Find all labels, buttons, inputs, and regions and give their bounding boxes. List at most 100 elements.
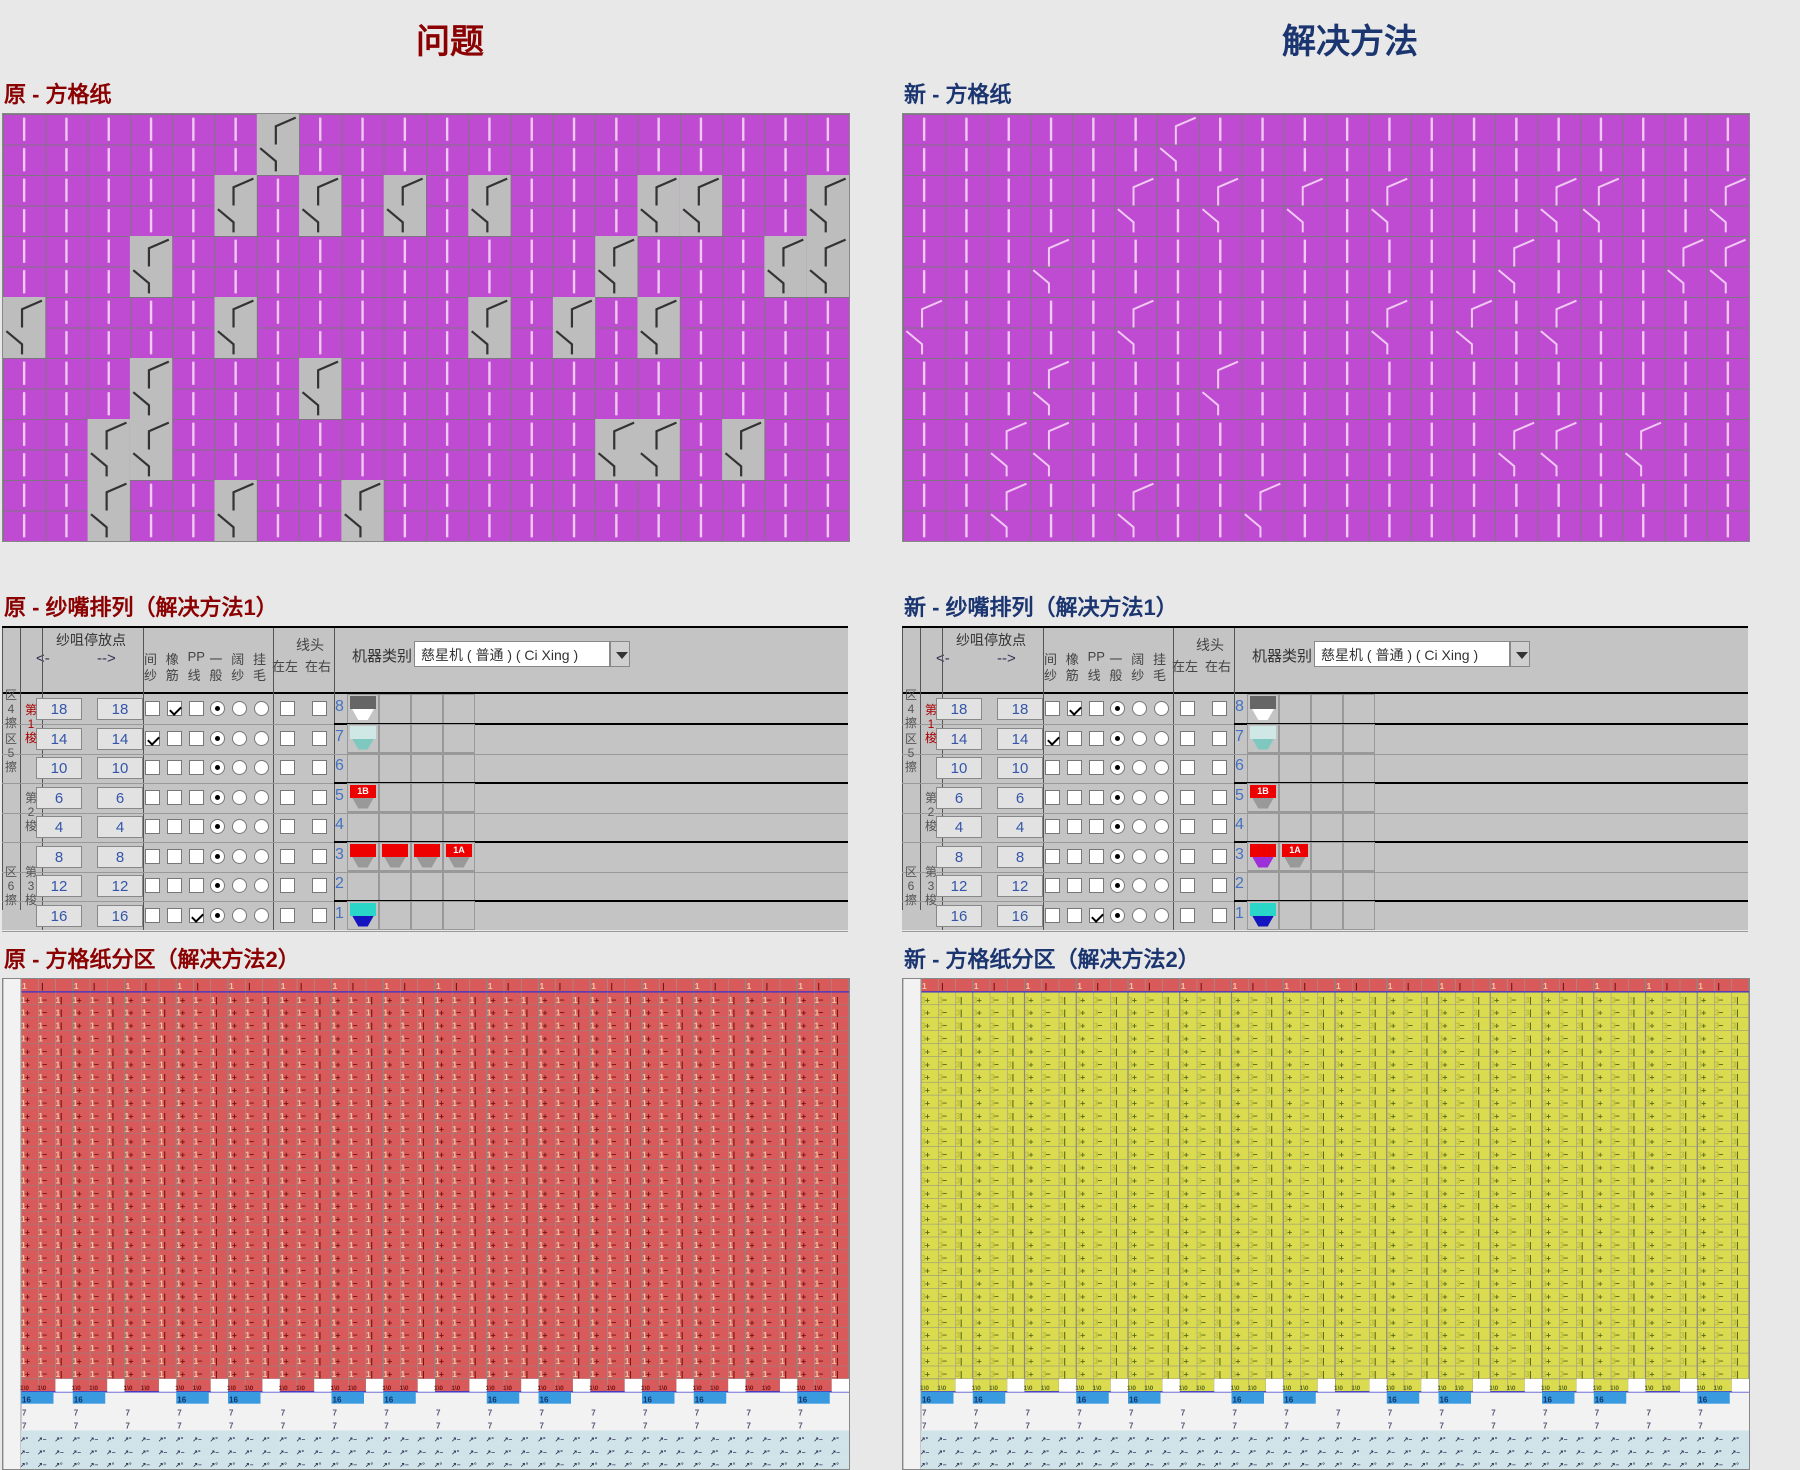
svg-text:+: + <box>925 1034 930 1044</box>
svg-text:−: − <box>94 1201 99 1211</box>
svg-text:+: + <box>698 1188 703 1198</box>
svg-text:1\0: 1\0 <box>175 1385 184 1392</box>
svg-text:−: − <box>767 1150 772 1160</box>
svg-text:|: | <box>112 1111 114 1121</box>
svg-text:1\0: 1\0 <box>538 1385 547 1392</box>
svg-text:|: | <box>1374 1059 1376 1069</box>
svg-text:|: | <box>267 1317 269 1327</box>
svg-text:|: | <box>164 1304 166 1314</box>
svg-text:+: + <box>129 1343 134 1353</box>
svg-text:−: − <box>146 1175 151 1185</box>
svg-text:−: − <box>1408 1072 1413 1082</box>
svg-text:|: | <box>215 1163 217 1173</box>
svg-text:−: − <box>1563 995 1568 1005</box>
svg-text:1\0: 1\0 <box>72 1385 81 1392</box>
svg-text:|: | <box>371 1150 373 1160</box>
svg-text:|: | <box>578 1369 580 1379</box>
svg-text:↗−: ↗− <box>676 1449 685 1456</box>
svg-text:−: − <box>819 1201 824 1211</box>
svg-text:↗°: ↗° <box>313 1435 321 1443</box>
svg-text:+: + <box>284 1369 289 1379</box>
svg-text:+: + <box>232 1356 237 1366</box>
svg-text:−: − <box>1667 1046 1672 1056</box>
svg-text:+: + <box>1339 1085 1344 1095</box>
svg-text:−: − <box>198 1137 203 1147</box>
svg-text:−: − <box>819 1330 824 1340</box>
svg-text:−: − <box>249 1317 254 1327</box>
svg-text:|: | <box>1167 1059 1169 1069</box>
svg-text:−: − <box>612 1124 617 1134</box>
svg-text:−: − <box>1719 1085 1724 1095</box>
svg-text:|: | <box>474 1266 476 1276</box>
svg-text:+: + <box>1029 1072 1034 1082</box>
svg-text:−: − <box>560 1124 565 1134</box>
svg-text:+: + <box>977 1137 982 1147</box>
svg-text:1\0: 1\0 <box>451 1385 460 1392</box>
svg-text:+: + <box>180 1292 185 1302</box>
svg-text:+: + <box>1184 1008 1189 1018</box>
svg-text:|: | <box>267 1240 269 1250</box>
svg-text:−: − <box>1253 1034 1258 1044</box>
svg-text:−: − <box>942 1072 947 1082</box>
svg-text:−: − <box>249 1330 254 1340</box>
svg-text:−: − <box>942 1059 947 1069</box>
svg-text:|: | <box>93 981 95 991</box>
svg-text:+: + <box>491 1369 496 1379</box>
svg-text:+: + <box>1701 1059 1706 1069</box>
svg-text:↗−: ↗− <box>296 1462 305 1469</box>
svg-text:−: − <box>715 1227 720 1237</box>
svg-text:|: | <box>836 1124 838 1134</box>
svg-text:+: + <box>801 1201 806 1211</box>
svg-text:|: | <box>1064 1034 1066 1044</box>
svg-text:|: | <box>733 1279 735 1289</box>
svg-text:|: | <box>629 1137 631 1147</box>
svg-text:+: + <box>439 1214 444 1224</box>
svg-text:+: + <box>801 1356 806 1366</box>
svg-text:+: + <box>77 995 82 1005</box>
svg-text:+: + <box>387 1008 392 1018</box>
svg-text:|: | <box>422 1201 424 1211</box>
svg-text:−: − <box>301 1059 306 1069</box>
svg-text:|: | <box>215 1292 217 1302</box>
svg-text:↗°: ↗° <box>72 1435 80 1443</box>
svg-text:+: + <box>491 1072 496 1082</box>
svg-text:−: − <box>560 1227 565 1237</box>
svg-text:|: | <box>578 1304 580 1314</box>
svg-text:|: | <box>1167 1085 1169 1095</box>
svg-text:|: | <box>526 1163 528 1173</box>
svg-text:7: 7 <box>436 1422 441 1431</box>
svg-text:|: | <box>319 995 321 1005</box>
svg-text:+: + <box>1029 1034 1034 1044</box>
svg-text:+: + <box>439 995 444 1005</box>
svg-text:−: − <box>612 1214 617 1224</box>
svg-text:|: | <box>1666 981 1668 991</box>
svg-text:|: | <box>60 1343 62 1353</box>
svg-text:+: + <box>1701 1034 1706 1044</box>
svg-text:+: + <box>750 1343 755 1353</box>
svg-text:|: | <box>1685 1072 1687 1082</box>
svg-text:|: | <box>818 981 820 991</box>
svg-text:|: | <box>60 1330 62 1340</box>
svg-text:↗°: ↗° <box>279 1461 287 1469</box>
svg-text:−: − <box>560 1008 565 1018</box>
svg-text:+: + <box>1701 1072 1706 1082</box>
svg-text:↗−: ↗− <box>365 1449 374 1456</box>
svg-text:↗°: ↗° <box>469 1435 477 1443</box>
svg-text:+: + <box>491 1201 496 1211</box>
svg-text:|: | <box>526 1292 528 1302</box>
svg-text:+: + <box>543 1240 548 1250</box>
svg-text:−: − <box>42 1253 47 1263</box>
svg-text:+: + <box>284 1046 289 1056</box>
svg-text:−: − <box>715 995 720 1005</box>
svg-text:|: | <box>1426 1008 1428 1018</box>
svg-text:+: + <box>129 1214 134 1224</box>
svg-text:|: | <box>1219 1008 1221 1018</box>
svg-text:|: | <box>164 1343 166 1353</box>
svg-text:+: + <box>1287 995 1292 1005</box>
svg-text:|: | <box>1736 1111 1738 1121</box>
svg-text:|: | <box>629 1214 631 1224</box>
svg-text:−: − <box>1615 1111 1620 1121</box>
svg-text:+: + <box>77 1008 82 1018</box>
svg-text:−: − <box>1667 1034 1672 1044</box>
svg-text:−: − <box>819 1292 824 1302</box>
